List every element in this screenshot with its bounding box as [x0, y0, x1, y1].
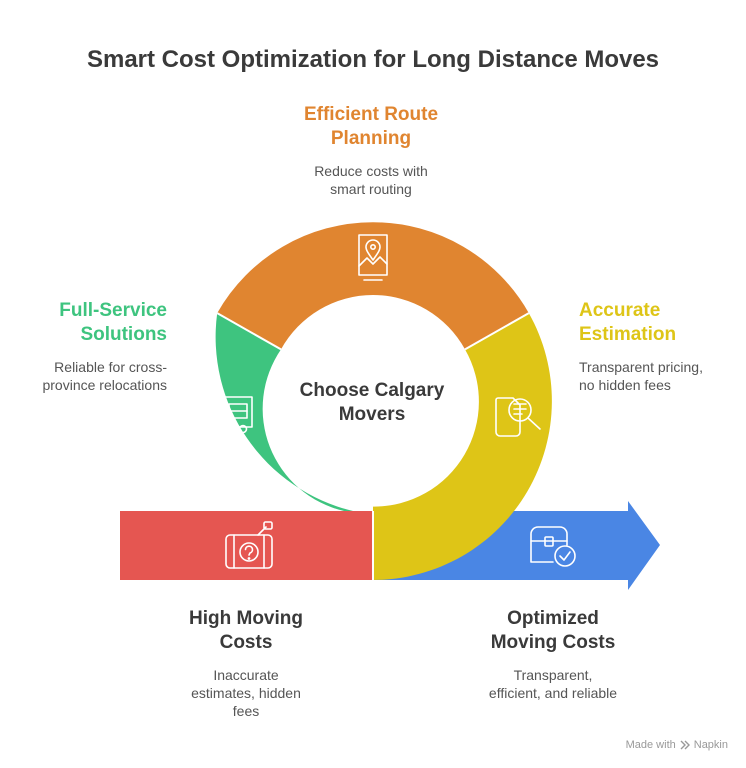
- estimation-description: Transparent pricing, no hidden fees: [579, 359, 703, 393]
- napkin-logo-icon: [680, 740, 690, 750]
- start-heading: High Moving Costs: [189, 608, 303, 653]
- route-heading: Efficient Route Planning: [303, 104, 439, 149]
- chest-check-icon: [530, 526, 576, 567]
- estimation-heading: Accurate Estimation: [579, 300, 677, 345]
- center-label: Choose Calgary Movers: [299, 380, 445, 425]
- route-description: Reduce costs with smart routing: [314, 163, 428, 197]
- map-pin-icon: [358, 234, 388, 281]
- segment-route: [217, 222, 529, 350]
- full-service-description: Reliable for cross- province relocations: [42, 359, 167, 393]
- end-description: Transparent, efficient, and reliable: [488, 667, 618, 701]
- full-service-heading: Full-Service Solutions: [59, 300, 167, 345]
- start-description: Inaccurate estimates, hidden fees: [191, 667, 301, 719]
- segment-estimation: [373, 313, 552, 580]
- truck-icon: [206, 396, 253, 434]
- made-with-napkin[interactable]: Made with Napkin: [625, 739, 728, 751]
- segment-full-service: [215, 313, 353, 511]
- end-heading: Optimized Moving Costs: [490, 608, 616, 653]
- diagram-title: Smart Cost Optimization for Long Distanc…: [86, 46, 660, 73]
- start-bar: [120, 511, 373, 580]
- camera-question-icon: [225, 521, 273, 569]
- document-search-icon: [495, 397, 541, 437]
